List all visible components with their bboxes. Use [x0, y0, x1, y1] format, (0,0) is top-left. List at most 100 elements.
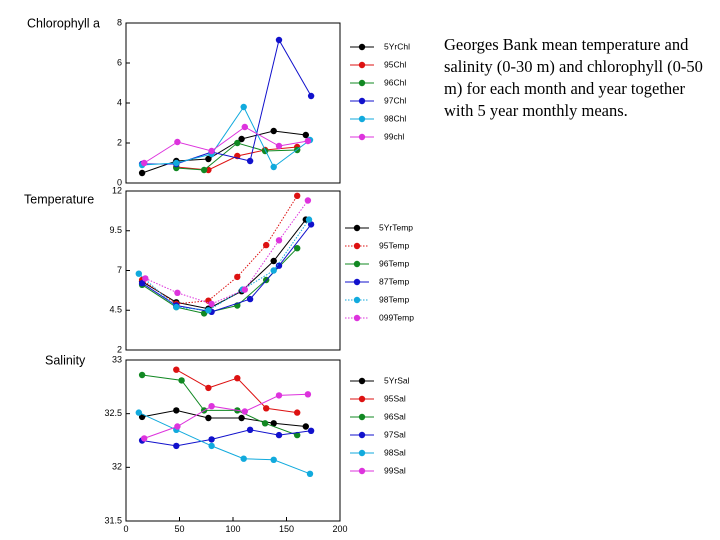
data-point	[138, 280, 146, 287]
data-point	[302, 423, 309, 430]
data-point	[208, 442, 215, 450]
plot-frame	[125, 359, 341, 522]
legend-entry: 97Sal	[350, 429, 406, 439]
legend-entry: 5YrChl	[350, 41, 410, 51]
data-point	[275, 142, 283, 150]
data-point	[238, 414, 245, 422]
y-tick-label: 33	[112, 354, 122, 364]
chart-panel-1: Chlorophyll a 0 2 4 6 8 5YrChl 95Chl 96Chl 97Chl 9…	[27, 16, 410, 187]
data-point	[307, 427, 315, 434]
legend-marker	[358, 133, 366, 141]
x-tick-label: 200	[332, 524, 347, 534]
data-point	[307, 221, 315, 228]
legend-entry: 099Temp	[345, 312, 414, 322]
panel-title: Temperature	[24, 192, 94, 206]
data-point	[238, 135, 245, 143]
legend-entry: 96Sal	[350, 411, 406, 421]
y-tick-label: 2	[117, 344, 122, 354]
y-tick-label: 32	[112, 462, 122, 472]
data-point	[270, 267, 277, 274]
panel-title: Chlorophyll a	[27, 16, 100, 30]
data-point	[307, 92, 315, 100]
y-tick-label: 4	[117, 97, 122, 107]
panel-title: Salinity	[45, 353, 86, 367]
series-line	[145, 200, 309, 305]
series-line	[141, 130, 306, 174]
y-tick-label: 31.5	[104, 515, 122, 525]
data-point	[173, 442, 180, 450]
data-point	[208, 403, 215, 410]
legend-label: 099Temp	[379, 312, 414, 322]
data-point	[306, 470, 314, 477]
series-line	[142, 38, 312, 165]
data-point	[270, 257, 277, 265]
data-point	[275, 431, 283, 439]
legend-marker	[358, 79, 366, 87]
series-96Sal	[138, 371, 301, 439]
legend-marker	[358, 467, 366, 475]
legend-marker	[353, 260, 361, 268]
series-line	[143, 126, 308, 164]
figure-caption: Georges Bank mean temperature and salini…	[444, 35, 703, 120]
data-point	[270, 456, 277, 463]
data-point	[141, 159, 148, 167]
series-87Temp	[138, 221, 315, 315]
x-tick-label: 0	[123, 524, 128, 534]
series-line	[142, 106, 311, 168]
data-point	[208, 300, 215, 308]
series-95Sal	[173, 366, 301, 416]
legend-label: 95Chl	[384, 59, 406, 69]
y-tick-label: 12	[112, 185, 122, 195]
legend-label: 99Sal	[384, 465, 406, 475]
data-point	[135, 270, 142, 277]
data-point	[304, 137, 312, 145]
legend-label: 98Sal	[384, 447, 406, 457]
data-point	[138, 371, 146, 379]
series-99Sal	[141, 391, 312, 442]
y-tick-label: 9.5	[109, 225, 122, 235]
legend-marker	[353, 224, 361, 232]
legend-entry: 5YrSal	[350, 375, 410, 385]
data-point	[240, 103, 247, 111]
series-98Chl	[138, 103, 314, 171]
legend-label: 97Chl	[384, 95, 406, 105]
data-point	[304, 391, 312, 398]
data-point	[246, 295, 254, 303]
legend-marker	[358, 449, 366, 457]
data-point	[205, 155, 212, 163]
data-point	[263, 405, 270, 412]
legend-entry: 5YrTemp	[345, 222, 413, 232]
series-95Temp	[138, 192, 301, 308]
legend-entry: 95Temp	[345, 240, 410, 250]
legend-marker	[353, 278, 361, 286]
data-point	[241, 286, 248, 293]
data-point	[234, 375, 241, 382]
chart-panel-2: Temperature 2 4.5 7 9.5 12 5YrTemp 95Temp 96Temp…	[24, 185, 414, 354]
data-point	[205, 384, 212, 392]
data-point	[294, 431, 301, 439]
y-tick-label: 32.5	[104, 408, 122, 418]
legend-entry: 87Temp	[345, 276, 410, 286]
y-tick-label: 6	[117, 57, 122, 67]
series-99chl	[141, 123, 312, 167]
legend-label: 96Temp	[379, 258, 410, 268]
data-point	[234, 273, 241, 281]
legend-marker	[358, 395, 366, 403]
data-point	[178, 377, 185, 384]
legend-label: 96Sal	[384, 411, 406, 421]
series-line	[138, 412, 311, 475]
data-point	[208, 147, 215, 155]
data-point	[241, 408, 248, 415]
legend-marker	[358, 115, 366, 123]
series-97Sal	[138, 426, 315, 450]
data-point	[138, 169, 146, 177]
legend-label: 98Temp	[379, 294, 410, 304]
data-point	[141, 435, 148, 442]
data-point	[270, 163, 277, 171]
x-tick-label: 150	[279, 524, 294, 534]
data-point	[294, 192, 301, 199]
data-point	[263, 241, 270, 249]
legend-entry: 99chl	[350, 131, 404, 141]
legend-marker	[358, 431, 366, 439]
